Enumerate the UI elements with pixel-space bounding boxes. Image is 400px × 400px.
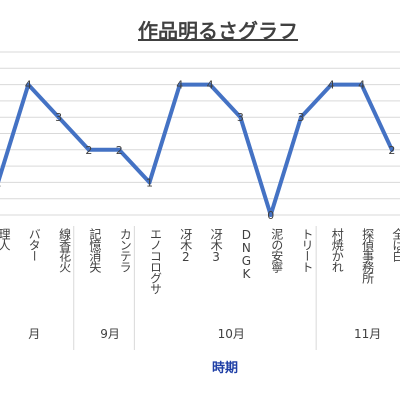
data-point	[26, 82, 31, 87]
data-label: 2	[116, 144, 123, 157]
data-point	[86, 147, 91, 152]
chart-title: 作品明るさグラフ	[138, 19, 298, 43]
data-label: 4	[358, 79, 365, 92]
data-label: 4	[207, 79, 214, 92]
data-label: 1	[146, 176, 153, 189]
data-label: 0	[267, 209, 274, 222]
data-points	[26, 82, 394, 217]
data-label: 2	[85, 144, 92, 157]
category-label: 記憶消失	[88, 227, 102, 273]
data-label: 4	[176, 79, 183, 92]
data-point	[329, 82, 334, 87]
series-line	[0, 82, 394, 217]
category-label: 線香花火	[58, 227, 72, 273]
gridlines	[0, 51, 400, 216]
data-point	[359, 82, 364, 87]
data-point	[299, 115, 303, 120]
data-point	[208, 82, 213, 87]
month-labels: 月 9月 10月 11月	[28, 327, 381, 341]
data-label: 4	[25, 79, 32, 92]
data-label: 3	[298, 111, 305, 124]
category-label: 泥の安寧	[270, 228, 284, 274]
data-point	[117, 147, 122, 152]
month-label: 10月	[218, 327, 245, 341]
group-separators	[73, 226, 317, 350]
category-label: バター	[27, 228, 41, 261]
category-label: 冴木3	[209, 228, 223, 263]
category-label: エノコログサ	[149, 228, 163, 295]
x-axis-title: 時期	[212, 360, 238, 376]
category-label: カンテラ	[118, 228, 132, 273]
data-point	[268, 213, 273, 217]
month-label: 11月	[354, 327, 381, 341]
month-label: 月	[28, 327, 40, 341]
data-labels: 1 4 3 2 2 1 4 4 3 0 3 4 4 2	[0, 79, 395, 222]
data-point	[147, 180, 152, 185]
data-point	[177, 82, 182, 87]
category-label: トリート	[300, 228, 314, 272]
data-label: 4	[328, 79, 335, 92]
category-labels: 理人 バター 線香花火 記憶消失 カンテラ エノコログサ 冴木2 冴木3 DNGK 泥の安寧 トリー…	[0, 227, 400, 295]
category-label: DNGK	[239, 228, 253, 280]
data-label: 3	[55, 111, 62, 124]
data-point	[389, 147, 394, 152]
category-label: 村焼かれ	[330, 228, 344, 273]
category-label: 全は白	[391, 227, 400, 262]
category-label: 探偵事務所	[361, 228, 375, 284]
data-point	[238, 115, 243, 120]
category-label: 理人	[0, 228, 11, 250]
data-label: 2	[388, 144, 395, 157]
data-label: 1	[0, 176, 2, 189]
data-point	[56, 115, 61, 120]
data-label: 3	[237, 111, 244, 124]
month-label: 9月	[100, 327, 120, 341]
category-label: 冴木2	[179, 228, 193, 263]
